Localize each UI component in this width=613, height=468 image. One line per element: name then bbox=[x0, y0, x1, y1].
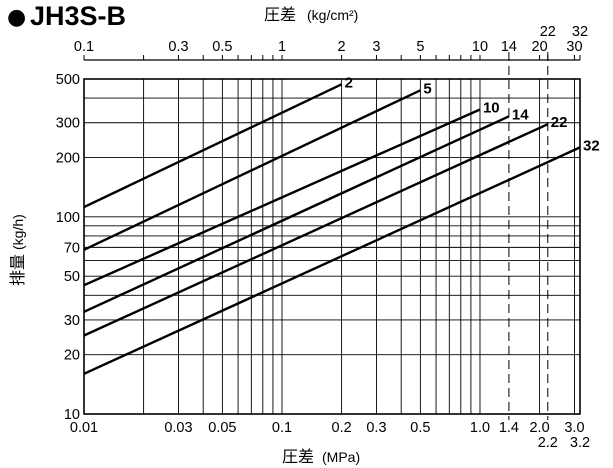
y-tick-label: 30 bbox=[64, 313, 80, 329]
y-tick-label: 10 bbox=[64, 407, 80, 423]
x-tick-label: 0.05 bbox=[208, 420, 236, 436]
x-axis-top-title: 圧差 bbox=[264, 5, 296, 24]
x-tick-label: 0.5 bbox=[410, 420, 430, 436]
x-tick-label: 0.03 bbox=[164, 420, 192, 436]
x-top-tick-label: 14 bbox=[501, 39, 517, 55]
top-axis bbox=[83, 55, 581, 61]
curve-5 bbox=[83, 89, 421, 251]
x-axis-top-unit: (kg/cm²) bbox=[307, 7, 358, 23]
curve-label-10: 10 bbox=[483, 100, 500, 117]
x-tick-label: 0.1 bbox=[272, 420, 292, 436]
y-axis-unit: (kg/h) bbox=[10, 214, 26, 250]
curve-10 bbox=[83, 108, 481, 287]
x-top-tick-label: 22 bbox=[540, 24, 556, 40]
curve-label-14: 14 bbox=[512, 106, 529, 123]
x-top-tick-label: 32 bbox=[572, 24, 588, 40]
x-top-tick-label: 0.1 bbox=[74, 39, 94, 55]
curve-label-5: 5 bbox=[423, 80, 431, 97]
x-top-tick-label: 30 bbox=[566, 39, 582, 55]
x-axis-bottom-unit: (MPa) bbox=[322, 449, 360, 465]
curve-2 bbox=[83, 83, 343, 209]
x-top-tick-label: 2 bbox=[338, 39, 346, 55]
y-tick-label: 20 bbox=[64, 348, 80, 364]
x-top-tick-label: 0.3 bbox=[168, 39, 188, 55]
x-tick-label: 2.0 bbox=[529, 420, 549, 436]
curve-label-32: 32 bbox=[583, 137, 600, 154]
curve-label-22: 22 bbox=[551, 114, 568, 131]
x-top-tick-label: 0.5 bbox=[212, 39, 232, 55]
x-axis-bottom-title: 圧差 bbox=[282, 447, 314, 466]
dashed-limit-lines bbox=[508, 52, 549, 420]
grid bbox=[83, 78, 580, 415]
x-tick-label: 0.3 bbox=[366, 420, 386, 436]
x-top-tick-label: 1 bbox=[278, 39, 286, 55]
y-tick-label: 50 bbox=[64, 269, 80, 285]
y-tick-label: 200 bbox=[56, 150, 80, 166]
title-bullet: ● bbox=[7, 5, 26, 30]
x-tick-label: 1.4 bbox=[499, 420, 519, 436]
curve-labels: 2 5 10 14 22 32 bbox=[345, 74, 600, 154]
curve-22 bbox=[83, 123, 549, 337]
y-tick-label: 70 bbox=[64, 240, 80, 256]
y-tick-label: 500 bbox=[56, 72, 80, 88]
x-tick-label: 2.2 bbox=[538, 435, 558, 451]
y-tick-label: 300 bbox=[56, 116, 80, 132]
y-tick-label: 100 bbox=[56, 210, 80, 226]
x-top-tick-label: 3 bbox=[372, 39, 380, 55]
curves bbox=[83, 83, 581, 375]
x-top-tick-label: 10 bbox=[472, 39, 488, 55]
y-axis-title: 排量 bbox=[8, 254, 27, 286]
x-tick-label: 0.2 bbox=[332, 420, 352, 436]
curve-14 bbox=[83, 115, 510, 313]
x-tick-label: 0.01 bbox=[70, 420, 98, 436]
x-tick-label: 1.0 bbox=[470, 420, 490, 436]
tick-labels: 0.1 0.3 0.5 1 2 3 5 10 14 20 30 22 32 0.01 0.03 0.05 0.1… bbox=[56, 24, 590, 451]
curve-label-2: 2 bbox=[345, 74, 353, 91]
x-tick-label: 3.2 bbox=[570, 435, 590, 451]
x-tick-label: 3.0 bbox=[564, 420, 584, 436]
plot-frame bbox=[83, 78, 581, 415]
x-top-tick-label: 5 bbox=[416, 39, 424, 55]
chart-title: JH3S-B bbox=[30, 1, 126, 31]
x-top-tick-label: 20 bbox=[532, 39, 548, 55]
curve-32 bbox=[83, 146, 581, 375]
